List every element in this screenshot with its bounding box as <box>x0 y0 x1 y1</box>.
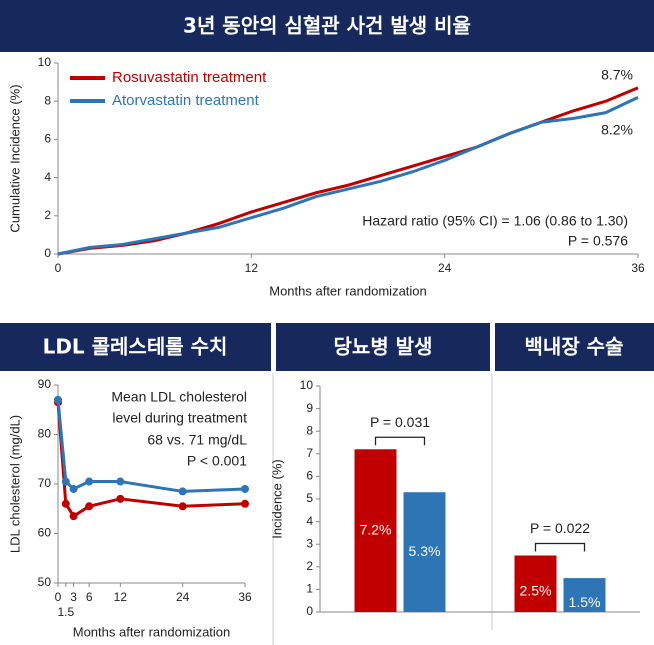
y-tick-label: 8 <box>44 93 51 107</box>
point <box>61 499 70 508</box>
point <box>241 499 249 508</box>
annotation: P = 0.576 <box>568 233 628 249</box>
point <box>241 484 249 493</box>
y-axis-label: LDL cholesterol (mg/dL) <box>7 415 22 553</box>
y-tick-label: 1 <box>306 582 313 596</box>
annotation: 8.2% <box>601 122 633 138</box>
bar <box>563 578 606 612</box>
point <box>116 494 125 503</box>
y-tick-label: 2 <box>44 208 51 222</box>
annotation: Mean LDL cholesterol <box>111 389 247 405</box>
x-tick-label: 36 <box>631 261 645 275</box>
x-axis-label: Months after randomization <box>269 283 427 298</box>
p-value: P = 0.031 <box>370 414 430 430</box>
x-tick-label: 24 <box>438 261 452 275</box>
y-tick-label: 6 <box>306 469 313 483</box>
legend-label: Atorvastatin treatment <box>112 92 260 109</box>
value-label: 7.2% <box>360 521 392 537</box>
x-tick-label: 1.5 <box>57 605 74 619</box>
y-tick-label: 2 <box>306 559 313 573</box>
x-tick-label: 24 <box>176 590 190 604</box>
y-tick-label: 0 <box>44 246 51 260</box>
y-tick-label: 8 <box>306 423 313 437</box>
banner <box>495 323 654 371</box>
x-tick-label: 12 <box>245 261 259 275</box>
y-tick-label: 60 <box>38 526 52 540</box>
x-axis-label: Months after randomization <box>73 624 231 639</box>
annotation: level during treatment <box>112 410 247 426</box>
annotation: Hazard ratio (95% CI) = 1.06 (0.86 to 1.… <box>362 213 628 229</box>
banner-title: 당뇨병 발생 <box>334 335 433 359</box>
y-tick-label: 4 <box>44 170 51 184</box>
x-tick-label: 0 <box>55 590 62 604</box>
point <box>61 477 70 486</box>
y-tick-label: 5 <box>306 491 313 505</box>
y-tick-label: 10 <box>300 378 314 392</box>
x-tick-label: 12 <box>114 590 128 604</box>
x-tick-label: 6 <box>86 590 93 604</box>
y-tick-label: 3 <box>306 536 313 550</box>
banner-title: 백내장 수술 <box>525 335 624 359</box>
point <box>178 487 187 496</box>
point <box>54 395 62 404</box>
y-tick-label: 4 <box>306 514 313 528</box>
banner <box>0 0 654 52</box>
p-value: P = 0.022 <box>530 520 590 536</box>
y-axis-label: Cumulative Incidence (%) <box>7 84 22 232</box>
y-tick-label: 50 <box>38 575 52 589</box>
bar <box>514 555 557 612</box>
point <box>69 512 78 521</box>
banner <box>0 323 271 371</box>
bar <box>403 492 446 612</box>
bracket <box>534 542 586 552</box>
annotation: P < 0.001 <box>187 453 247 469</box>
banner-title: LDL 콜레스테롤 수치 <box>43 335 228 359</box>
point <box>116 477 125 486</box>
point <box>178 502 187 511</box>
y-tick-label: 6 <box>44 132 51 146</box>
y-tick-label: 90 <box>38 377 52 391</box>
value-label: 1.5% <box>569 594 601 610</box>
x-tick-label: 3 <box>70 590 77 604</box>
y-tick-label: 80 <box>38 427 52 441</box>
x-tick-label: 36 <box>238 590 252 604</box>
line-series <box>57 96 639 256</box>
value-label: 2.5% <box>520 582 552 598</box>
y-tick-label: 0 <box>306 604 313 618</box>
annotation: 8.7% <box>601 67 633 83</box>
bar <box>354 449 397 612</box>
legend-label: Rosuvastatin treatment <box>112 69 267 86</box>
y-tick-label: 9 <box>306 401 313 415</box>
y-axis-label: Incidence (%) <box>269 459 284 538</box>
banner-title: 3년 동안의 심혈관 사건 발생 비율 <box>183 14 471 38</box>
y-tick-label: 7 <box>306 446 313 460</box>
banner <box>276 323 490 371</box>
annotation: 68 vs. 71 mg/dL <box>147 432 247 448</box>
y-tick-label: 10 <box>38 55 52 69</box>
point <box>85 477 94 486</box>
bracket <box>374 436 426 446</box>
point <box>85 502 94 511</box>
value-label: 5.3% <box>409 543 441 559</box>
y-tick-label: 70 <box>38 476 52 490</box>
point <box>69 484 78 493</box>
x-tick-label: 0 <box>55 261 62 275</box>
